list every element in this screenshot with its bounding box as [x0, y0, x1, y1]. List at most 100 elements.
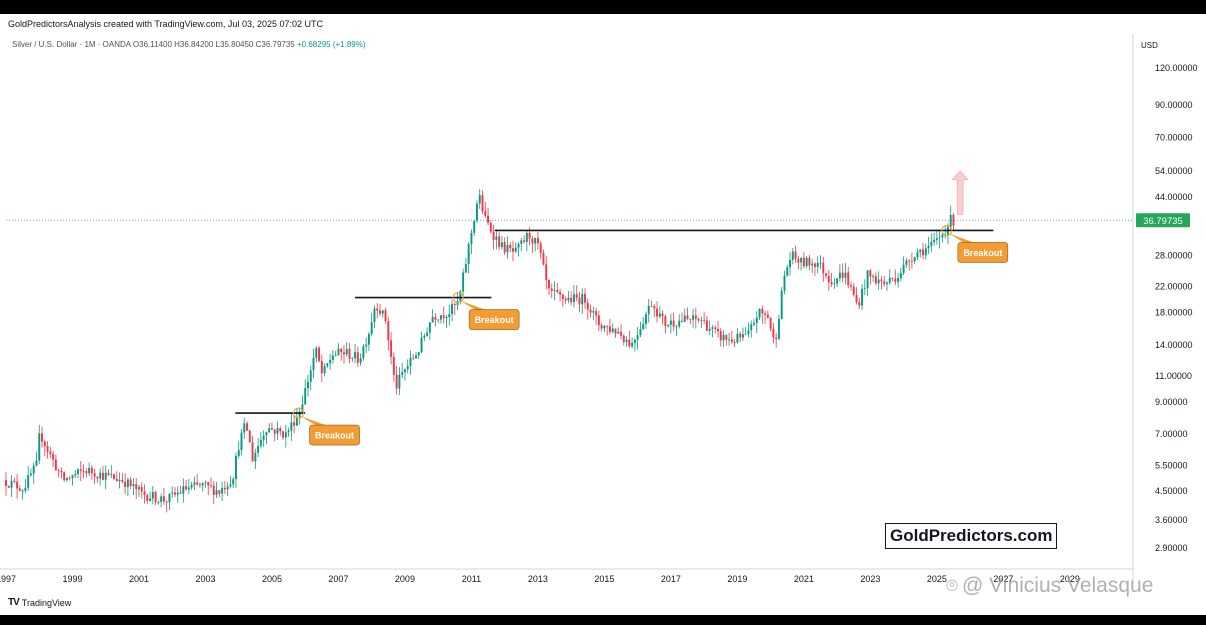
- candle: [29, 468, 32, 478]
- candle: [212, 481, 215, 505]
- candle-body: [531, 238, 534, 244]
- candle-body: [149, 498, 152, 501]
- candle-body: [891, 277, 894, 279]
- candle-body: [140, 487, 143, 492]
- candle: [307, 374, 309, 397]
- candle-body: [439, 315, 442, 320]
- candle-body: [550, 288, 553, 291]
- candle-body: [597, 315, 600, 326]
- candle-body: [941, 234, 944, 238]
- candle: [506, 236, 509, 259]
- candle: [412, 354, 415, 361]
- candle-body: [475, 203, 478, 221]
- candle: [348, 342, 351, 364]
- candle-body: [825, 273, 828, 276]
- candle: [268, 422, 271, 433]
- candle-body: [481, 195, 484, 212]
- candle-body: [877, 279, 880, 284]
- callout-box: [468, 309, 520, 330]
- candle: [678, 314, 681, 329]
- candle: [946, 223, 949, 245]
- candle: [628, 330, 631, 348]
- candle-body: [938, 237, 941, 239]
- candle-body: [121, 479, 124, 482]
- candle: [708, 320, 711, 335]
- candle: [545, 256, 548, 290]
- candle-body: [697, 318, 700, 321]
- candle: [603, 324, 606, 333]
- tradingview-footer[interactable]: TV TradingView: [8, 597, 71, 608]
- candle: [467, 242, 470, 274]
- candle: [409, 350, 412, 375]
- candle-body: [398, 374, 401, 389]
- candle: [739, 331, 742, 343]
- candle-body: [337, 348, 340, 355]
- candle-body: [791, 251, 794, 260]
- candle: [46, 440, 49, 459]
- candle-body: [498, 236, 501, 248]
- candle-body: [345, 348, 348, 355]
- candle: [717, 320, 719, 338]
- breakout-marker: [293, 407, 305, 419]
- candle-body: [484, 211, 487, 216]
- candle-body: [572, 294, 575, 303]
- candle-body: [509, 245, 512, 249]
- candle-body: [207, 482, 210, 486]
- candle-body: [714, 327, 717, 329]
- candle: [38, 424, 41, 465]
- candle-body: [93, 473, 96, 477]
- candle-body: [766, 314, 769, 318]
- candle: [644, 311, 647, 329]
- chart-frame: GoldPredictorsAnalysis created with Trad…: [0, 14, 1206, 615]
- candle-body: [894, 278, 897, 282]
- legend-symbol[interactable]: Silver / U.S. Dollar · 1M · OANDA: [12, 40, 131, 49]
- candle-body: [653, 306, 656, 309]
- candle: [689, 318, 692, 325]
- candle: [293, 415, 296, 434]
- candle-body: [27, 475, 30, 488]
- candle-body: [927, 245, 930, 249]
- candle-body: [162, 496, 165, 502]
- candle-body: [262, 435, 265, 440]
- candle-body: [63, 472, 66, 481]
- candle-body: [129, 479, 132, 486]
- candle-body: [764, 313, 767, 315]
- price-chart[interactable]: USD 120.00000 90.00000 70.00000 54.00000 44.0…: [0, 14, 1206, 615]
- candle-body: [223, 487, 226, 490]
- candle: [395, 366, 398, 395]
- candle: [888, 269, 891, 285]
- candle-body: [650, 305, 653, 307]
- candle-body: [351, 358, 354, 360]
- candle-body: [816, 263, 819, 267]
- candle-body: [897, 278, 900, 282]
- candle-body: [789, 259, 791, 268]
- candle: [786, 264, 789, 277]
- candle-body: [146, 495, 149, 501]
- candle-body: [910, 261, 913, 262]
- candle: [367, 332, 370, 351]
- candle-body: [7, 485, 10, 488]
- candle: [35, 451, 38, 467]
- candle-body: [265, 432, 268, 436]
- candle-body: [681, 320, 683, 322]
- candle-body: [376, 308, 379, 311]
- candle: [850, 281, 852, 291]
- candle: [417, 351, 420, 360]
- candle: [830, 272, 833, 287]
- candle: [661, 310, 664, 325]
- candle-body: [581, 293, 584, 305]
- candle-body: [658, 313, 661, 317]
- candle: [625, 336, 628, 347]
- y-tick-label: 18.00000: [1155, 307, 1193, 317]
- candle: [780, 287, 783, 320]
- candle: [265, 431, 268, 445]
- candle: [13, 477, 16, 484]
- candle: [24, 479, 27, 494]
- candle: [714, 325, 717, 334]
- candle: [711, 324, 714, 338]
- candle-body: [728, 339, 731, 341]
- candle: [240, 428, 243, 456]
- candle-body: [426, 332, 429, 336]
- candle: [753, 319, 755, 327]
- breakout-marker: [452, 292, 464, 304]
